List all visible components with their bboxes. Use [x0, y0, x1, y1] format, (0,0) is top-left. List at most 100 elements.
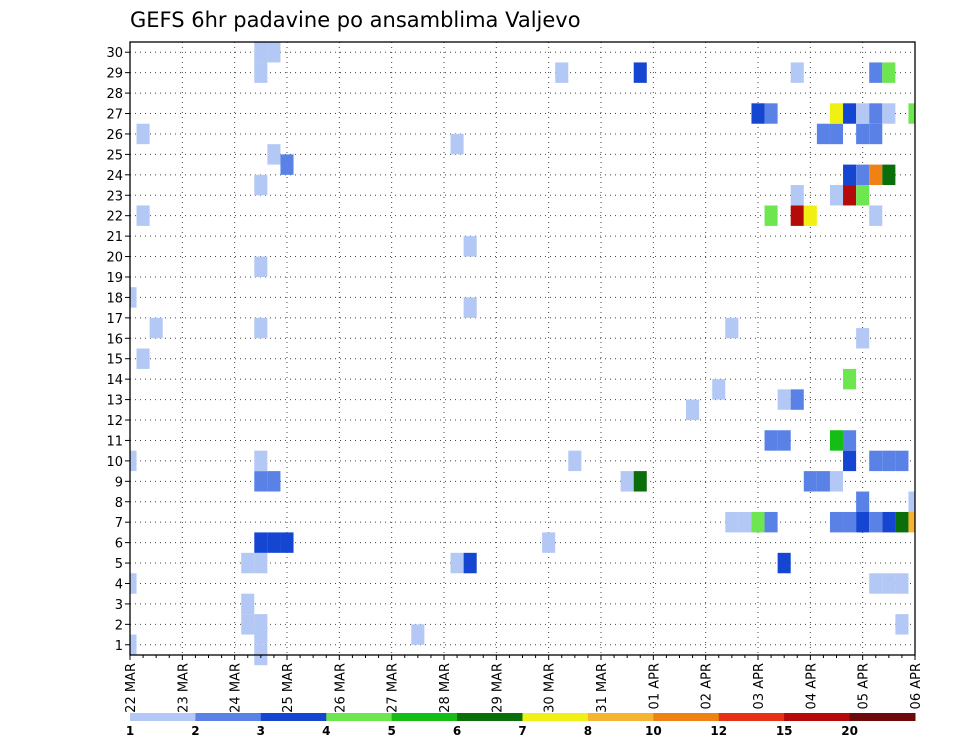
legend-label: 10: [645, 724, 662, 738]
data-cell: [267, 471, 281, 492]
x-tick-label: 31 MAR: [595, 663, 610, 713]
legend-swatch: [130, 713, 196, 721]
chart-title: GEFS 6hr padavine po ansamblima Valjevo: [130, 8, 581, 32]
data-cell: [869, 103, 883, 124]
legend-label: 20: [841, 724, 858, 738]
data-cell: [803, 471, 817, 492]
y-tick-label: 20: [106, 251, 123, 266]
legend-swatch: [457, 713, 523, 721]
y-tick-label: 11: [106, 434, 123, 449]
x-tick-label: 02 APR: [700, 663, 715, 709]
y-tick-label: 3: [115, 598, 123, 613]
y-tick-label: 13: [106, 394, 123, 409]
color-legend: 1 2 3 4 5 6 7 8 10 12 15 20: [126, 713, 916, 738]
data-cell: [751, 511, 765, 533]
data-cell: [843, 103, 857, 124]
legend-swatch: [195, 713, 262, 721]
data-cell: [241, 552, 255, 574]
data-cell: [241, 614, 255, 635]
x-tick-label: 24 MAR: [229, 663, 244, 713]
data-cell: [895, 450, 909, 472]
data-cell: [568, 450, 582, 472]
y-tick-label: 17: [106, 312, 123, 327]
data-cell: [869, 205, 883, 226]
data-cell: [869, 573, 883, 594]
data-cell: [280, 154, 294, 175]
data-cell: [882, 450, 896, 472]
data-cells: [130, 42, 915, 666]
data-cell: [843, 450, 857, 472]
data-cell: [803, 205, 817, 226]
data-cell: [895, 511, 909, 533]
data-cell: [254, 471, 268, 492]
data-cell: [254, 450, 268, 472]
data-cell: [254, 532, 268, 553]
data-cell: [843, 164, 857, 186]
y-tick-label: 19: [106, 271, 123, 286]
x-tick-label: 30 MAR: [543, 663, 558, 713]
data-cell: [280, 532, 294, 553]
legend-label: 7: [518, 724, 526, 738]
data-cell: [130, 634, 137, 655]
legend-label: 8: [584, 724, 592, 738]
data-cell: [816, 123, 830, 145]
data-cell: [856, 511, 870, 533]
y-tick-label: 16: [106, 332, 123, 347]
y-tick-label: 2: [115, 618, 123, 633]
y-tick-label: 10: [106, 455, 123, 470]
legend-swatch: [522, 713, 589, 721]
y-tick-label: 12: [106, 414, 123, 429]
y-tick-label: 15: [106, 353, 123, 368]
data-cell: [882, 62, 896, 83]
data-cell: [463, 297, 477, 318]
x-tick-label: 29 MAR: [490, 663, 505, 713]
data-cell: [149, 317, 163, 339]
y-tick-label: 23: [106, 189, 123, 204]
data-cell: [738, 511, 752, 533]
data-cell: [895, 614, 909, 635]
data-cell: [267, 144, 281, 165]
data-cell: [450, 552, 464, 574]
data-cell: [856, 123, 870, 145]
data-cell: [450, 133, 464, 155]
data-cell: [130, 287, 137, 308]
data-cell: [764, 430, 778, 451]
x-tick-label: 04 APR: [804, 663, 819, 709]
data-cell: [254, 42, 268, 63]
data-cell: [829, 103, 844, 124]
data-cell: [130, 573, 137, 594]
data-cell: [856, 491, 870, 512]
data-cell: [542, 532, 556, 553]
y-tick-label: 25: [106, 148, 123, 163]
data-cell: [790, 185, 804, 206]
data-cell: [712, 379, 726, 400]
y-tick-label: 7: [115, 516, 123, 531]
legend-label: 15: [776, 724, 793, 738]
y-axis: 1234567891011121314151617181920212223242…: [106, 46, 130, 654]
data-cell: [254, 614, 268, 635]
data-cell: [882, 573, 896, 594]
legend-swatch: [587, 713, 654, 721]
data-cell: [136, 123, 150, 145]
legend-swatch: [718, 713, 785, 721]
data-cell: [254, 174, 268, 196]
data-cell: [829, 430, 844, 451]
data-cell: [856, 164, 870, 186]
data-cell: [882, 103, 896, 124]
data-cell: [254, 552, 268, 574]
data-cell: [241, 593, 255, 615]
data-cell: [843, 511, 857, 533]
data-cell: [267, 42, 281, 63]
data-cell: [856, 103, 870, 124]
data-cell: [130, 450, 137, 472]
x-tick-label: 25 MAR: [281, 663, 296, 713]
y-tick-label: 28: [106, 87, 123, 102]
data-cell: [686, 399, 700, 421]
y-tick-label: 24: [106, 169, 123, 184]
y-tick-label: 30: [106, 46, 123, 61]
data-cell: [882, 511, 896, 533]
x-tick-label: 22 MAR: [124, 663, 139, 713]
data-cell: [267, 532, 281, 553]
legend-swatch: [326, 713, 393, 721]
